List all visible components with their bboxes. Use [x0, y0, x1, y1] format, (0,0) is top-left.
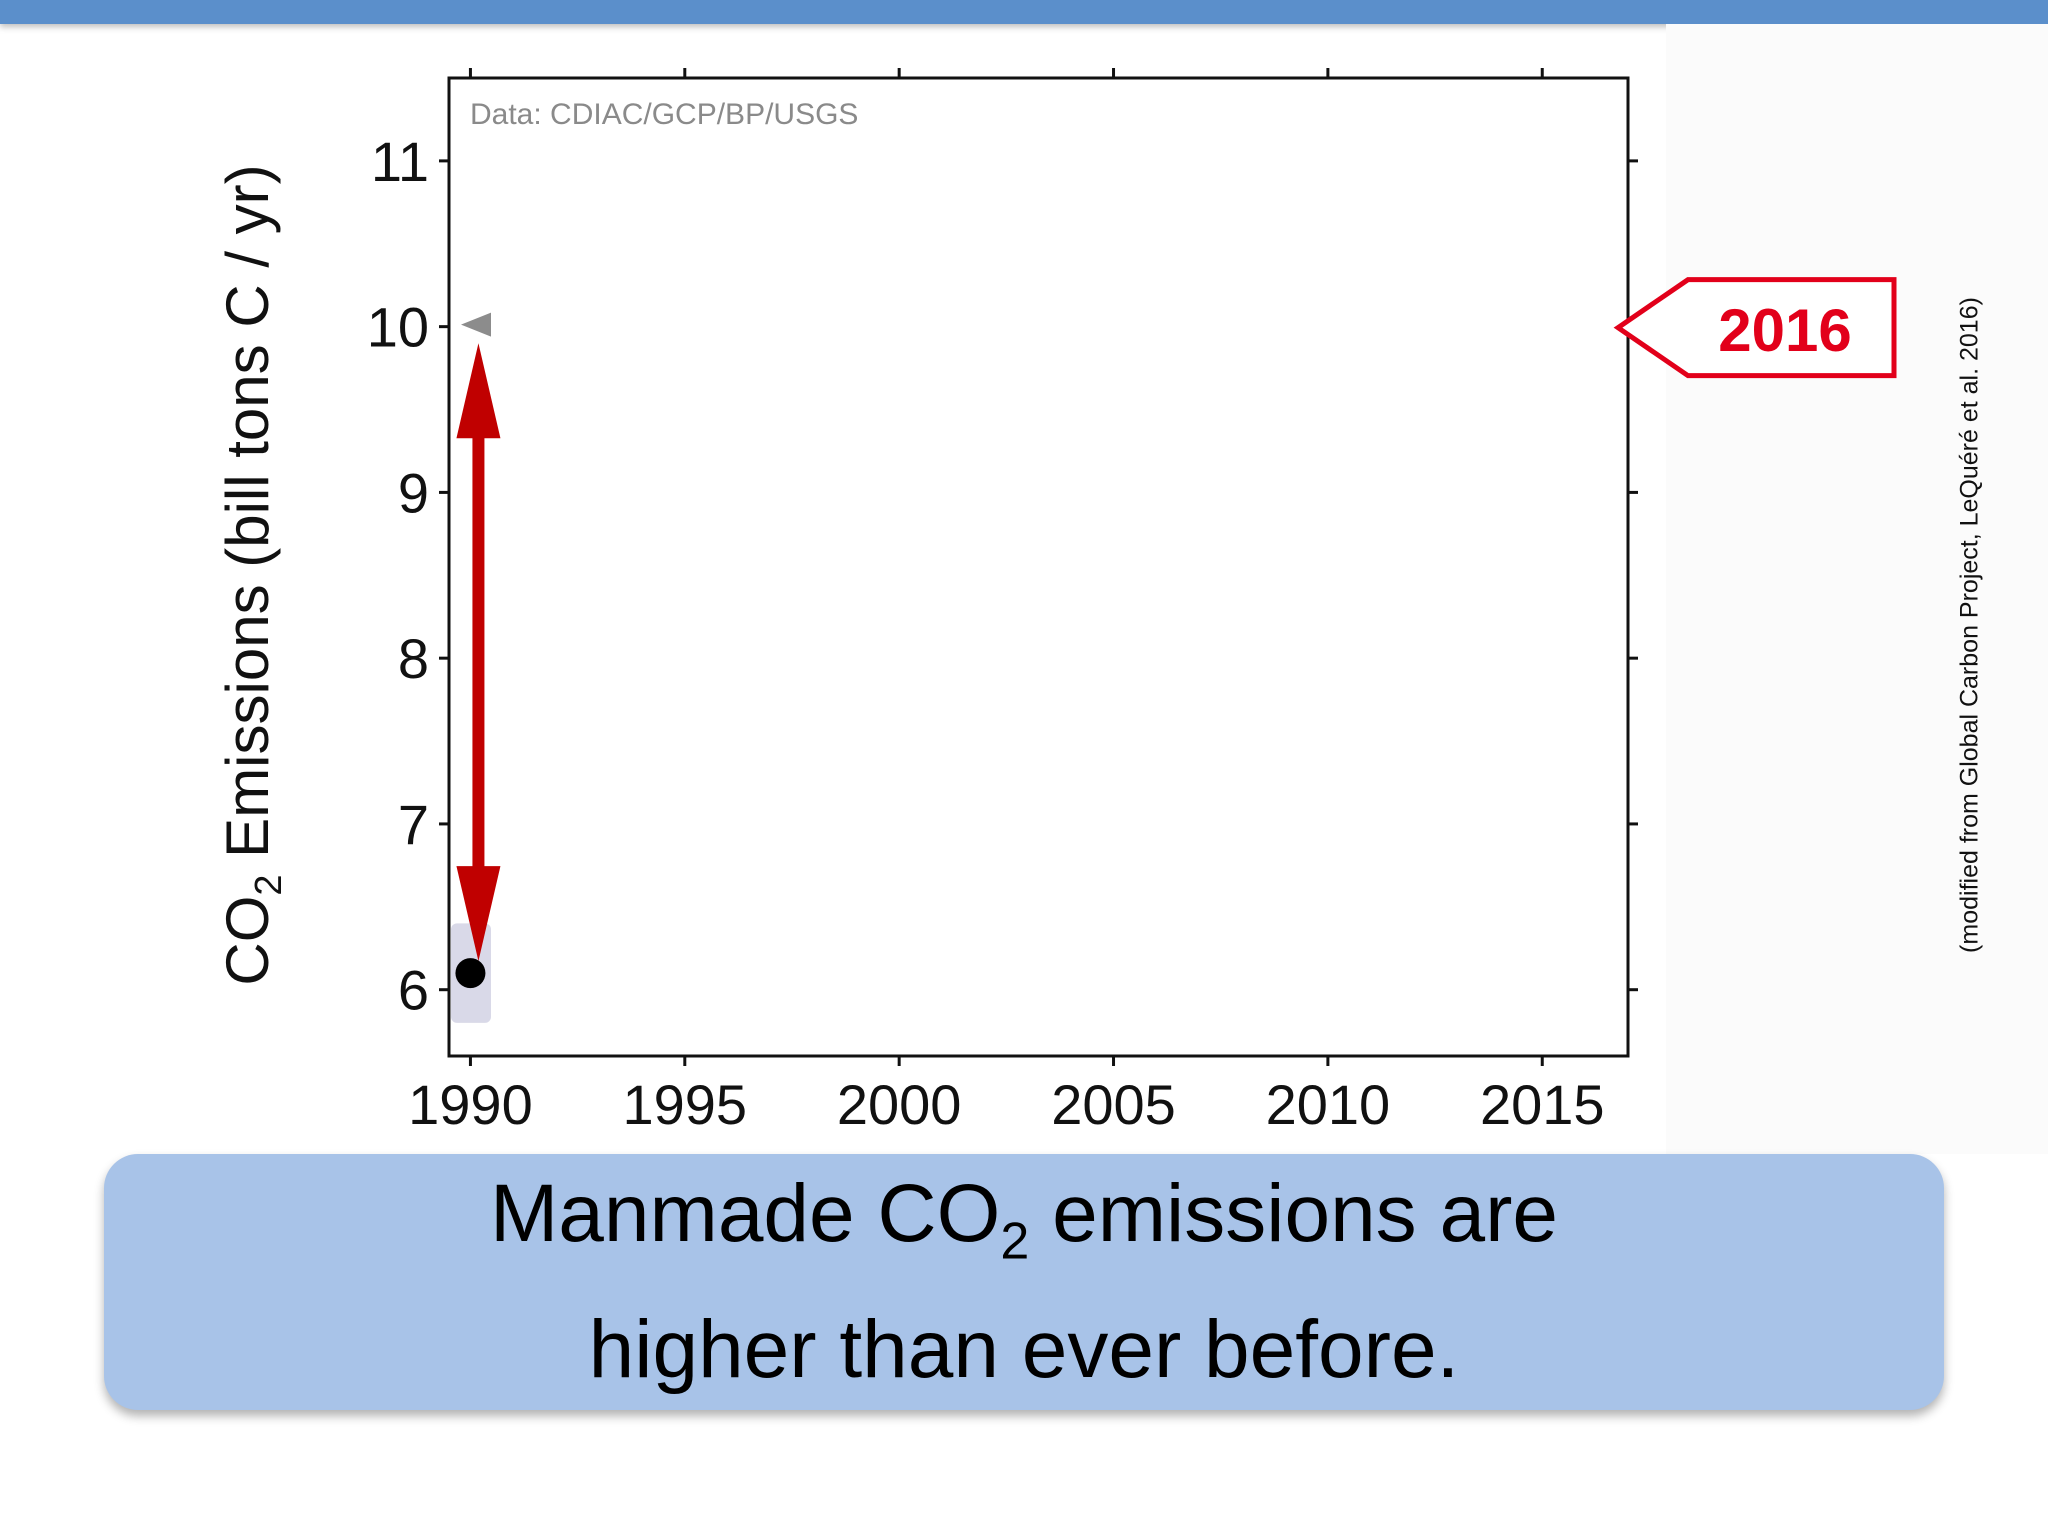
y-tick-label: 10	[367, 296, 429, 359]
x-tick-label: 1995	[623, 1073, 748, 1136]
y-tick-label: 11	[371, 130, 429, 193]
caption-box: Manmade CO2 emissions are higher than ev…	[104, 1154, 1944, 1410]
source-credit: (modified from Global Carbon Project, Le…	[1955, 297, 1984, 953]
plot-frame	[447, 76, 1630, 1058]
caption-line-2: higher than ever before.	[588, 1303, 1460, 1395]
y-tick-label: 7	[398, 793, 429, 856]
caption-line-1: Manmade CO2 emissions are	[490, 1168, 1558, 1271]
annotations-layer	[456, 277, 1897, 962]
year-tag-label: 2016	[1718, 297, 1852, 364]
source-note: Data: CDIAC/GCP/BP/USGS	[470, 98, 858, 131]
arrow-head-up	[456, 343, 501, 439]
x-tick-label: 2015	[1480, 1073, 1605, 1136]
x-tick-label: 2010	[1266, 1073, 1391, 1136]
x-tick-label: 1990	[408, 1073, 533, 1136]
y-tick-label: 6	[398, 959, 429, 1022]
level-marker-2016	[461, 312, 491, 337]
data-points	[455, 958, 486, 989]
arrow-head-down	[456, 866, 501, 962]
top-banner	[0, 0, 2048, 24]
tick-labels: 1990 1995 2000 2005 2010 2015 6 7 8 9 10 11	[367, 130, 1605, 1136]
arrow-shaft	[472, 433, 485, 872]
chart-axes	[447, 76, 1630, 1058]
y-axis-label: CO2 Emissions (bill tons C / yr)	[214, 164, 290, 986]
y-tick-label: 9	[398, 461, 429, 524]
x-tick-label: 2000	[837, 1073, 962, 1136]
year-tag-shape	[1613, 277, 1897, 379]
data-point	[455, 958, 486, 989]
y-tick-label: 8	[398, 627, 429, 690]
x-tick-label: 2005	[1051, 1073, 1176, 1136]
tick-marks	[439, 68, 1638, 1066]
right-panel-background	[1666, 24, 2048, 1154]
